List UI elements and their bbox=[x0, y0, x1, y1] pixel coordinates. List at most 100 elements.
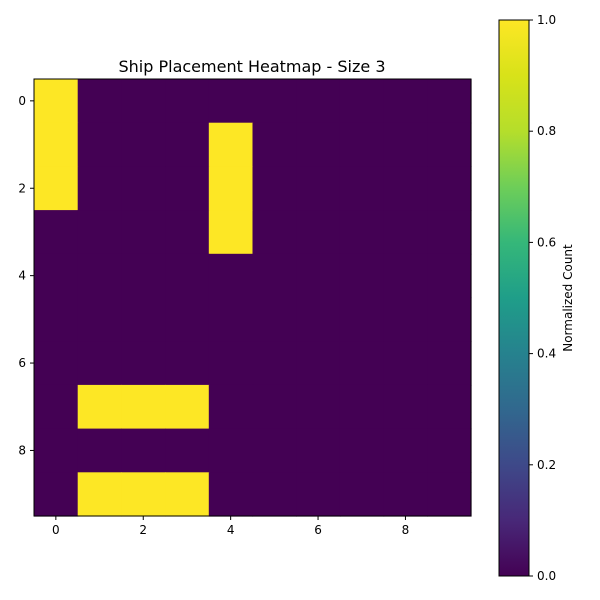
y-tick-label: 6 bbox=[18, 356, 26, 370]
heatmap-cell bbox=[427, 166, 472, 211]
heatmap-cell bbox=[383, 341, 428, 386]
y-tick-label: 2 bbox=[18, 181, 26, 195]
heatmap-cell bbox=[208, 472, 254, 517]
heatmap-cell bbox=[427, 122, 472, 167]
heatmap-cell bbox=[165, 428, 210, 473]
colorbar-tick-label: 0.4 bbox=[537, 347, 556, 361]
heatmap-cell bbox=[77, 297, 122, 342]
heatmap-cell bbox=[121, 166, 166, 211]
heatmap-cell bbox=[252, 341, 297, 386]
colorbar-gradient bbox=[499, 20, 529, 576]
heatmap-cell bbox=[208, 297, 254, 342]
heatmap-cell bbox=[165, 472, 210, 517]
heatmap-cell bbox=[296, 297, 341, 342]
heatmap-cell bbox=[208, 253, 254, 299]
colorbar-frame bbox=[498, 19, 530, 577]
heatmap-cell bbox=[34, 210, 79, 255]
heatmap-cell bbox=[208, 122, 254, 167]
heatmap-cell bbox=[252, 253, 297, 299]
heatmap-cell bbox=[165, 166, 210, 211]
heatmap-cell bbox=[339, 384, 385, 430]
colorbar-axis: 0.0 0.2 0.4 0.6 0.8 1.0 bbox=[529, 13, 556, 583]
heatmap-cell bbox=[208, 79, 254, 124]
x-tick-label: 4 bbox=[227, 523, 235, 537]
heatmap-cell bbox=[339, 341, 385, 386]
heatmap-cell bbox=[427, 428, 472, 473]
heatmap-cell bbox=[208, 341, 254, 386]
heatmap-cell bbox=[34, 166, 79, 211]
heatmap-cell bbox=[383, 253, 428, 299]
heatmap-cell bbox=[165, 122, 210, 167]
heatmap-cell bbox=[121, 428, 166, 473]
heatmap-cell bbox=[208, 210, 254, 255]
heatmap-cell bbox=[121, 472, 166, 517]
heatmap-cell bbox=[339, 210, 385, 255]
heatmap-cell bbox=[34, 79, 79, 124]
heatmap-cell bbox=[208, 428, 254, 473]
heatmap-cell bbox=[252, 428, 297, 473]
colorbar-tick-label: 0.0 bbox=[537, 569, 556, 583]
heatmap-cell bbox=[77, 472, 122, 517]
heatmap-cell bbox=[296, 210, 341, 255]
heatmap-cell bbox=[339, 79, 385, 124]
heatmap-cell bbox=[34, 122, 79, 167]
colorbar-tick-label: 0.2 bbox=[537, 458, 556, 472]
heatmap-cell bbox=[165, 297, 210, 342]
plot-frame bbox=[33, 78, 472, 517]
heatmap-cell bbox=[427, 79, 472, 124]
heatmap-cell bbox=[77, 210, 122, 255]
heatmap-cell bbox=[427, 472, 472, 517]
chart-title: Ship Placement Heatmap - Size 3 bbox=[118, 57, 385, 76]
heatmap-cell bbox=[296, 384, 341, 430]
y-tick-label: 4 bbox=[18, 269, 26, 283]
heatmap-cell bbox=[427, 341, 472, 386]
heatmap-cell bbox=[165, 210, 210, 255]
heatmap-cell bbox=[383, 472, 428, 517]
heatmap-cell bbox=[296, 341, 341, 386]
colorbar-tick-label: 0.6 bbox=[537, 235, 556, 249]
heatmap-cell bbox=[165, 79, 210, 124]
x-tick-label: 8 bbox=[402, 523, 410, 537]
y-axis: 0 2 4 6 8 bbox=[18, 94, 34, 457]
heatmap-cell bbox=[77, 253, 122, 299]
heatmap-cell bbox=[121, 210, 166, 255]
heatmap-cell bbox=[34, 472, 79, 517]
y-tick-label: 0 bbox=[18, 94, 26, 108]
heatmap-cell bbox=[383, 428, 428, 473]
heatmap-cell bbox=[427, 297, 472, 342]
heatmap-cell bbox=[77, 341, 122, 386]
heatmap-cell bbox=[383, 166, 428, 211]
heatmap-cell bbox=[339, 166, 385, 211]
x-tick-label: 6 bbox=[314, 523, 322, 537]
heatmap-cell bbox=[77, 428, 122, 473]
heatmap-cell bbox=[339, 472, 385, 517]
x-tick-label: 2 bbox=[139, 523, 147, 537]
heatmap-cell bbox=[383, 79, 428, 124]
heatmap-cell bbox=[77, 384, 122, 430]
heatmap-cell bbox=[252, 210, 297, 255]
heatmap-cell bbox=[252, 122, 297, 167]
heatmap-cell bbox=[121, 384, 166, 430]
heatmap-cell bbox=[339, 122, 385, 167]
heatmap-cell bbox=[427, 384, 472, 430]
colorbar-tick-label: 0.8 bbox=[537, 124, 556, 138]
heatmap-cell bbox=[339, 297, 385, 342]
heatmap-cell bbox=[121, 122, 166, 167]
heatmap-cell bbox=[34, 384, 79, 430]
heatmap-cell bbox=[121, 297, 166, 342]
heatmap-cell bbox=[296, 428, 341, 473]
heatmap-cell bbox=[252, 79, 297, 124]
heatmap-cell bbox=[339, 253, 385, 299]
heatmap-cell bbox=[165, 384, 210, 430]
x-tick-label: 0 bbox=[52, 523, 60, 537]
heatmap-cell bbox=[252, 384, 297, 430]
heatmap-cell bbox=[165, 253, 210, 299]
x-axis: 0 2 4 6 8 bbox=[52, 516, 409, 537]
heatmap-cells bbox=[34, 79, 472, 517]
heatmap-cell bbox=[77, 79, 122, 124]
colorbar-label: Normalized Count bbox=[561, 244, 575, 352]
heatmap-cell bbox=[34, 297, 79, 342]
heatmap-cell bbox=[296, 122, 341, 167]
heatmap-cell bbox=[165, 341, 210, 386]
